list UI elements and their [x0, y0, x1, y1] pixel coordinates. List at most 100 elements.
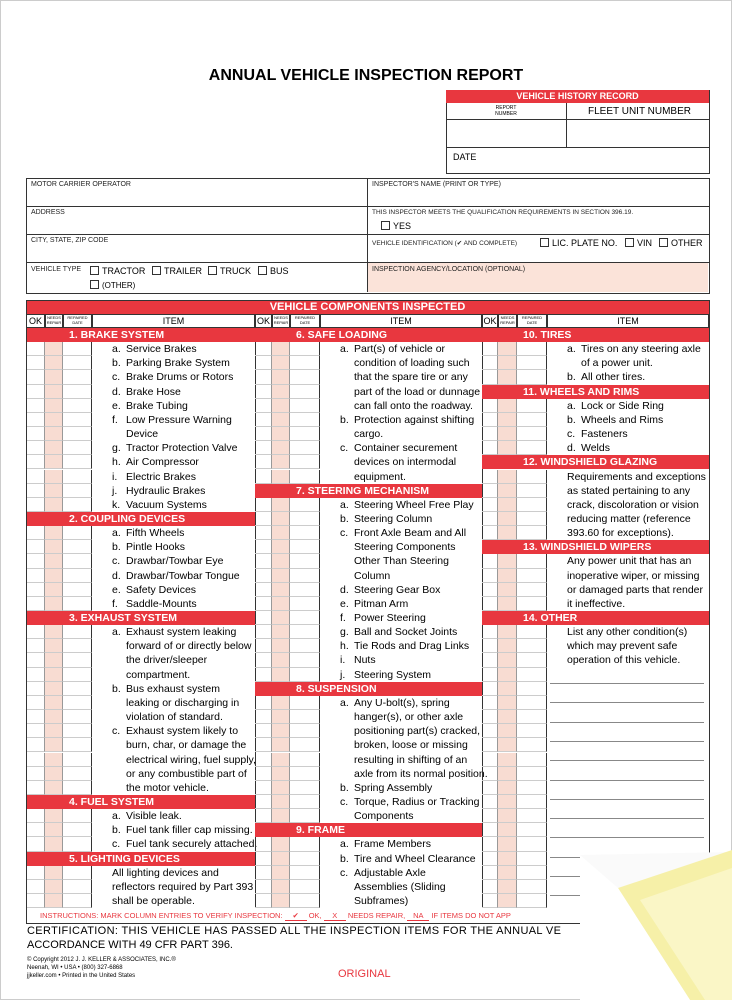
copyright-line: jjkeller.com • Printed in the United Sta… — [27, 973, 136, 979]
repaired-cell — [63, 695, 92, 711]
repaired-cell — [63, 681, 92, 696]
ok-cell — [255, 582, 272, 597]
ok-cell — [255, 837, 272, 852]
ok-cell — [482, 894, 498, 909]
item-text: equipment. — [354, 470, 406, 483]
option-label: BUS — [270, 266, 289, 276]
repaired-cell — [290, 865, 320, 880]
repaired-cell — [517, 809, 547, 824]
repaired-cell — [517, 526, 547, 541]
info-box — [26, 178, 710, 294]
history-title: VEHICLE HISTORY RECORD — [446, 90, 709, 103]
repaired-cell — [517, 625, 547, 640]
item-text: Vacuum Systems — [126, 498, 207, 511]
repaired-cell — [63, 483, 92, 498]
repaired-cell — [290, 809, 320, 824]
repaired-cell — [290, 780, 320, 795]
item-text: Fuel tank filler cap missing. — [126, 824, 253, 837]
needs-cell — [45, 780, 63, 795]
needs-cell — [272, 398, 290, 413]
needs-cell — [272, 667, 290, 682]
repaired-cell — [290, 441, 320, 456]
needs-cell — [272, 497, 290, 512]
needs-cell — [498, 526, 517, 541]
repaired-cell — [63, 568, 92, 583]
ok-cell — [255, 497, 272, 512]
option: TRACTOR — [90, 266, 145, 276]
needs-cell — [272, 766, 290, 781]
section-bar — [255, 483, 482, 498]
fleet-unit-label: FLEET UNIT NUMBER — [588, 106, 691, 117]
item-letter: c. — [112, 725, 121, 738]
repaired-cell — [290, 427, 320, 442]
needs-cell — [498, 809, 517, 824]
repaired-cell — [290, 511, 320, 527]
option: BUS — [258, 266, 289, 276]
needs-cell — [45, 526, 63, 541]
field-label: MOTOR CARRIER OPERATOR — [31, 181, 131, 188]
field-label: VEHICLE IDENTIFICATION (✔ AND COMPLETE) — [372, 240, 518, 247]
needs-cell — [498, 865, 517, 880]
item-letter: a. — [340, 498, 349, 511]
item-text: violation of standard. — [126, 711, 223, 724]
repaired-cell — [517, 879, 547, 894]
needs-cell — [498, 356, 517, 371]
needs-cell — [272, 879, 290, 894]
column-header: NEEDS REPAIR — [272, 314, 290, 328]
item-letter: c. — [340, 795, 349, 808]
ok-cell — [482, 695, 498, 711]
ok-cell — [255, 794, 272, 810]
write-line — [550, 683, 704, 684]
ok-cell — [255, 724, 272, 739]
item-text: positioning part(s) cracked, — [354, 725, 481, 738]
repaired-cell — [63, 625, 92, 640]
section-bar — [482, 540, 709, 555]
ok-cell — [255, 879, 272, 894]
item-text: Brake Hose — [126, 385, 181, 398]
item-text: Requirements and exceptions — [567, 470, 706, 483]
section-title: 10. TIRES — [523, 329, 572, 341]
ok-cell — [26, 596, 45, 611]
item-letter: b. — [112, 682, 121, 695]
ok-cell — [255, 710, 272, 725]
rule — [26, 206, 709, 207]
repaired-cell — [63, 342, 92, 357]
item-letter: e. — [112, 583, 121, 596]
ok-cell — [26, 879, 45, 894]
repaired-cell — [517, 511, 547, 527]
needs-cell — [498, 780, 517, 795]
ok-cell — [26, 582, 45, 597]
ok-cell — [482, 738, 498, 753]
ok-cell — [482, 596, 498, 611]
ok-cell — [26, 809, 45, 824]
needs-cell — [45, 879, 63, 894]
ok-cell — [255, 766, 272, 781]
item-letter: b. — [112, 357, 121, 370]
item-text: part of the load or dunnage — [354, 385, 481, 398]
item-letter: c. — [340, 866, 349, 879]
needs-cell — [498, 823, 517, 838]
column-header: NEEDS REPAIR — [498, 314, 517, 328]
ok-cell — [255, 752, 272, 767]
ok-cell — [482, 780, 498, 795]
repaired-cell — [517, 865, 547, 880]
repaired-cell — [290, 497, 320, 512]
item-text: electrical wiring, fuel supply, — [126, 753, 256, 766]
section-title: 4. FUEL SYSTEM — [69, 795, 154, 808]
field-label: CITY, STATE, ZIP CODE — [31, 237, 109, 244]
ok-cell — [255, 809, 272, 824]
date-label: DATE — [453, 152, 477, 162]
repaired-cell — [63, 582, 92, 597]
item-text: Service Brakes — [126, 343, 197, 356]
ok-cell — [26, 710, 45, 725]
section-title: 1. BRAKE SYSTEM — [69, 329, 165, 341]
item-text: Safety Devices — [126, 583, 197, 596]
item-letter: h. — [340, 640, 349, 653]
item-text: Bus exhaust system — [126, 682, 220, 695]
item-letter: b. — [340, 512, 349, 525]
ok-cell — [26, 342, 45, 357]
ok-cell — [482, 511, 498, 527]
repaired-cell — [63, 412, 92, 428]
item-letter: b. — [340, 413, 349, 426]
needs-cell — [498, 667, 517, 682]
